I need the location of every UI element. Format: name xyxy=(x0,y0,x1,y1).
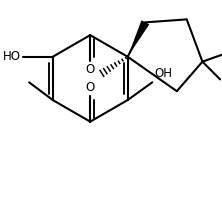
Text: O: O xyxy=(86,81,95,94)
Text: OH: OH xyxy=(154,67,172,80)
Text: O: O xyxy=(86,63,95,76)
Text: HO: HO xyxy=(3,50,21,63)
Polygon shape xyxy=(128,20,149,57)
